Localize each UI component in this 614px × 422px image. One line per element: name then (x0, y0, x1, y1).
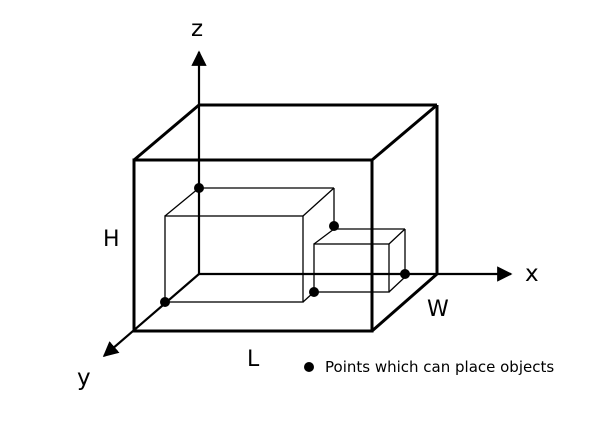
axes (102, 50, 513, 358)
placement-points (160, 183, 410, 307)
large-object-front-face (164, 215, 304, 303)
width-label: W (427, 297, 449, 322)
small-object-front-face (313, 243, 390, 293)
x-axis-label: x (525, 261, 539, 287)
small-object-box (313, 228, 406, 293)
large-object-top-left-edge (164, 187, 200, 217)
large-object-box (164, 187, 335, 303)
z-axis-label: z (191, 16, 203, 42)
length-label: L (247, 347, 260, 372)
small-object-bottom-right-edge (388, 276, 406, 293)
placement-point (160, 297, 170, 307)
small-object-top-right-edge (388, 228, 406, 245)
container-top-left-edge (133, 103, 200, 162)
y-axis-label: y (77, 365, 91, 391)
small-object-top-left-edge (313, 228, 335, 245)
container-bottom-right-edge (371, 272, 438, 333)
legend: Points which can place objects (304, 358, 554, 376)
placement-point (194, 183, 204, 193)
placement-point (329, 221, 339, 231)
container-box (132, 103, 439, 333)
legend-marker (304, 362, 314, 372)
container-front-face (132, 158, 374, 333)
legend-label: Points which can place objects (325, 358, 554, 376)
placement-point (309, 287, 319, 297)
placement-point (400, 269, 410, 279)
height-label: H (103, 227, 120, 252)
y-axis (102, 273, 200, 358)
container-top-right-edge (371, 103, 438, 162)
large-object-top-right-edge (302, 187, 335, 217)
